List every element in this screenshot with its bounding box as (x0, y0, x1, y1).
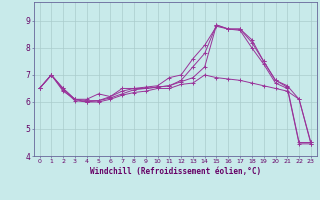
X-axis label: Windchill (Refroidissement éolien,°C): Windchill (Refroidissement éolien,°C) (90, 167, 261, 176)
